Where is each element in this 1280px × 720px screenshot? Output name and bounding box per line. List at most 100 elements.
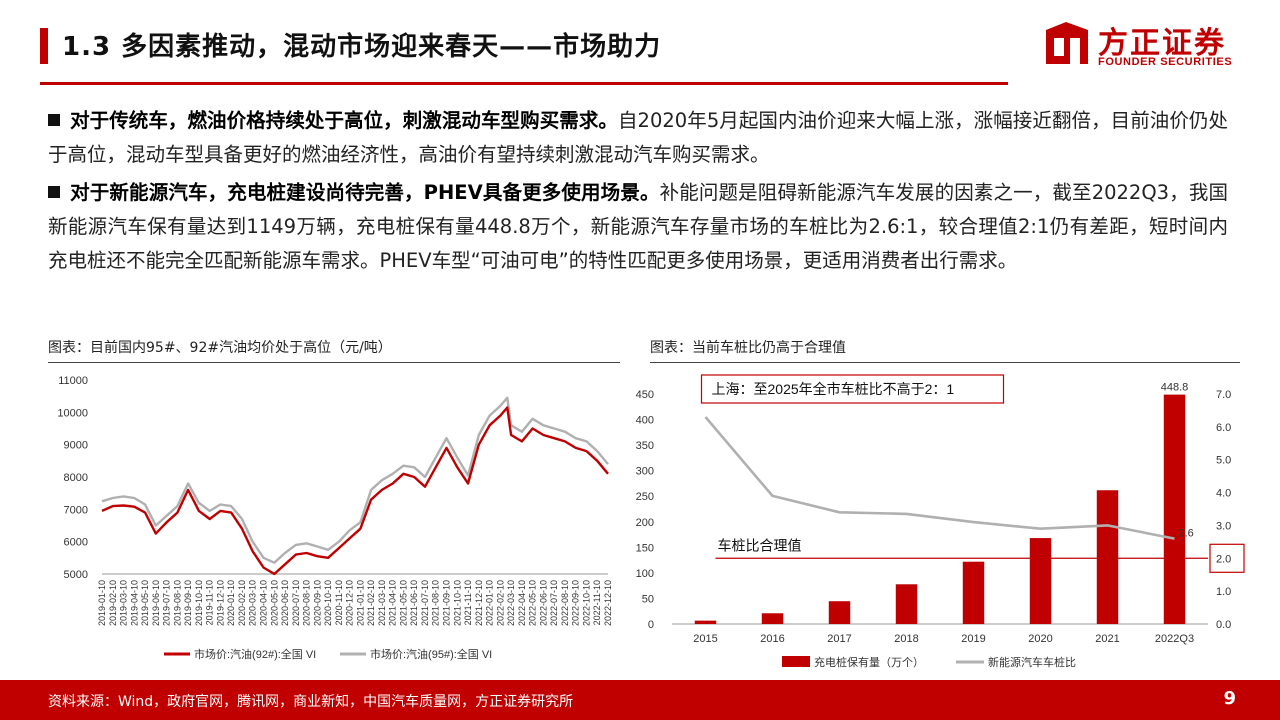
x-tick-label: 2022-02-10 — [495, 580, 505, 626]
page-title: 1.3 多因素推动，混动市场迎来春天——市场助力 — [62, 32, 662, 62]
founder-logo: 方正证券 FOUNDER SECURITIES — [1040, 16, 1240, 72]
title-accent-bar — [40, 28, 48, 64]
bullet-traditional-cars: 对于传统车，燃油价格持续处于高位，刺激混动车型购买需求。自2020年5月起国内油… — [48, 104, 1228, 172]
y-left-tick-label: 50 — [642, 593, 654, 605]
x-tick-label: 2022-10-10 — [581, 580, 591, 626]
y-tick-label: 5000 — [64, 569, 88, 581]
bar — [694, 620, 717, 624]
x-tick-label: 2020-07-10 — [291, 580, 301, 626]
x-tick-label: 2021-01-10 — [355, 580, 365, 626]
left-chart-caption: 图表：目前国内95#、92#汽油均价处于高位（元/吨） — [48, 340, 392, 356]
footer-source: 资料来源：Wind，政府官网，腾讯网，商业新知，中国汽车质量网，方正证券研究所 — [48, 694, 574, 710]
founder-logo-mark-icon — [1046, 22, 1088, 64]
x-tick-label: 2020-11-10 — [334, 580, 344, 625]
footer-bar: 资料来源：Wind，政府官网，腾讯网，商业新知，中国汽车质量网，方正证券研究所 … — [0, 680, 1280, 720]
y-tick-label: 10000 — [57, 407, 88, 419]
title-underline — [40, 82, 1008, 85]
x-tick-label: 2022-12-10 — [603, 580, 613, 626]
bullet-body: 自2020年5月起国内油价迎来大幅上涨，涨幅接近翻倍，目前油价仍处于高位，混动车… — [48, 109, 1228, 166]
y-right-tick-label: 5.0 — [1216, 455, 1231, 467]
bar — [1096, 490, 1119, 624]
charging-pile-bar-chart: 0 50 100 150 200 250 300 350 400 450 0.0 1.0 2.0 3.0 4… — [636, 374, 1245, 669]
bullet-body: 补能问题是阻碍新能源汽车发展的因素之一，截至2022Q3，我国新能源汽车保有量达… — [48, 181, 1228, 272]
series-line — [101, 396, 609, 564]
bar — [962, 561, 985, 624]
x-tick-label: 2019-02-10 — [108, 580, 118, 626]
x-tick-label: 2021-08-10 — [431, 580, 441, 626]
x-tick-label: 2022-01-10 — [485, 580, 495, 626]
x-tick-label: 2021-05-10 — [398, 580, 408, 626]
y-left-tick-label: 0 — [648, 619, 654, 631]
x-tick-label: 2016 — [760, 633, 784, 645]
x-tick-label: 2022-05-10 — [528, 580, 538, 626]
gasoline-price-line-chart: 5000 6000 7000 8000 9000 10000 11000 2019-01-10… — [57, 375, 613, 661]
x-tick-label: 2019-01-10 — [97, 580, 107, 626]
bullet-square-icon — [48, 186, 60, 198]
y-right-tick-label: 4.0 — [1216, 488, 1231, 500]
x-tick-label: 2017 — [827, 633, 851, 645]
x-tick-label: 2022-09-10 — [571, 580, 581, 626]
x-tick-label: 2019-08-10 — [172, 580, 182, 626]
y-left-tick-label: 400 — [636, 415, 654, 427]
left-caption-rule — [48, 362, 620, 363]
y-tick-label: 8000 — [64, 472, 88, 484]
bullet-list: 对于传统车，燃油价格持续处于高位，刺激混动车型购买需求。自2020年5月起国内油… — [48, 104, 1228, 278]
x-tick-label: 2022-04-10 — [517, 580, 527, 626]
x-tick-label: 2020-06-10 — [280, 580, 290, 626]
x-tick-label: 2022-07-10 — [549, 580, 559, 626]
y-left-tick-label: 350 — [636, 440, 654, 452]
x-tick-label: 2021-04-10 — [388, 580, 398, 626]
title-bar: 1.3 多因素推动，混动市场迎来春天——市场助力 方正证券 FOUNDER SE… — [0, 0, 1280, 96]
bar — [828, 601, 851, 624]
x-tick-label: 2020-10-10 — [323, 580, 333, 626]
bullet-heading: 对于传统车，燃油价格持续处于高位，刺激混动车型购买需求。 — [70, 109, 618, 132]
bullet-heading: 对于新能源汽车，充电桩建设尚待完善，PHEV具备更多使用场景。 — [70, 181, 660, 204]
x-tick-label: 2020-05-10 — [269, 580, 279, 626]
x-tick-label: 2020-02-10 — [237, 580, 247, 626]
bar — [1163, 394, 1186, 624]
right-chart-caption: 图表：当前车桩比仍高于合理值 — [650, 340, 846, 356]
x-tick-label: 2020-03-10 — [248, 580, 258, 626]
y-tick-label: 6000 — [64, 537, 88, 549]
x-tick-label: 2022Q3 — [1155, 633, 1194, 645]
y-left-tick-label: 100 — [636, 568, 654, 580]
bullet-square-icon — [48, 114, 60, 126]
y-right-tick-label: 3.0 — [1216, 520, 1231, 532]
y-right-tick-label: 2.0 — [1216, 553, 1231, 565]
x-tick-label: 2019-12-10 — [215, 580, 225, 626]
y-left-tick-label: 450 — [636, 389, 654, 401]
x-tick-label: 2019-11-10 — [205, 580, 215, 625]
page-number: 9 — [1223, 688, 1236, 709]
x-tick-label: 2022-03-10 — [506, 580, 516, 626]
line-data-label: 2.6 — [1179, 528, 1194, 540]
y-tick-label: 11000 — [58, 375, 88, 387]
right-caption-rule — [650, 362, 1240, 363]
x-tick-label: 2021-11-10 — [463, 580, 473, 625]
x-tick-label: 2019-06-10 — [151, 580, 161, 626]
y-right-tick-label: 6.0 — [1216, 422, 1231, 434]
x-tick-label: 2019-05-10 — [140, 580, 150, 626]
legend-label: 市场价:汽油(92#):全国 VI — [194, 647, 316, 661]
annotation-box — [700, 374, 1005, 404]
bar-data-label: 448.8 — [1161, 382, 1189, 394]
y-left-tick-label: 200 — [636, 517, 654, 529]
legend-swatch — [782, 656, 810, 667]
x-tick-label: 2020-04-10 — [258, 580, 268, 626]
y-left-tick-label: 300 — [636, 466, 654, 478]
x-tick-label: 2021 — [1095, 633, 1119, 645]
x-tick-label: 2022-08-10 — [560, 580, 570, 626]
bar — [761, 613, 784, 624]
x-tick-label: 2020 — [1028, 633, 1052, 645]
y-tick-label: 7000 — [64, 504, 88, 516]
legend-label: 市场价:汽油(95#):全国 VI — [370, 647, 492, 661]
x-tick-label: 2022-11-10 — [592, 580, 602, 625]
x-tick-label: 2020-12-10 — [345, 580, 355, 626]
series-line — [101, 406, 609, 576]
annotation-text: 上海：至2025年全市车桩比不高于2：1 — [712, 381, 955, 397]
logo-chinese-text: 方正证券 — [1098, 26, 1226, 61]
legend-label: 新能源汽车车桩比 — [988, 655, 1076, 669]
y-left-tick-label: 250 — [636, 491, 654, 503]
x-tick-label: 2019-09-10 — [183, 580, 193, 626]
x-tick-label: 2018 — [894, 633, 918, 645]
x-tick-label: 2019-07-10 — [162, 580, 172, 626]
